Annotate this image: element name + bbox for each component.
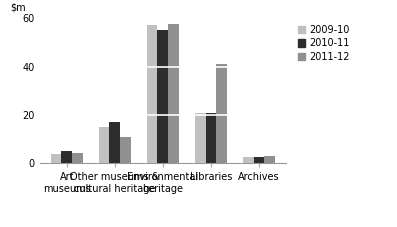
Bar [264,156,275,163]
Bar [195,113,206,163]
Bar [147,25,158,163]
Bar [62,151,72,163]
Bar [99,127,110,163]
Bar [216,64,227,163]
Bar [243,157,254,163]
Bar [72,153,83,163]
Text: $m: $m [10,2,26,12]
Bar [206,113,216,163]
Bar [51,154,62,163]
Legend: 2009-10, 2010-11, 2011-12: 2009-10, 2010-11, 2011-12 [296,23,352,64]
Bar [168,24,179,163]
Bar [158,30,168,163]
Bar [120,137,131,163]
Bar [110,122,120,163]
Bar [254,157,264,163]
